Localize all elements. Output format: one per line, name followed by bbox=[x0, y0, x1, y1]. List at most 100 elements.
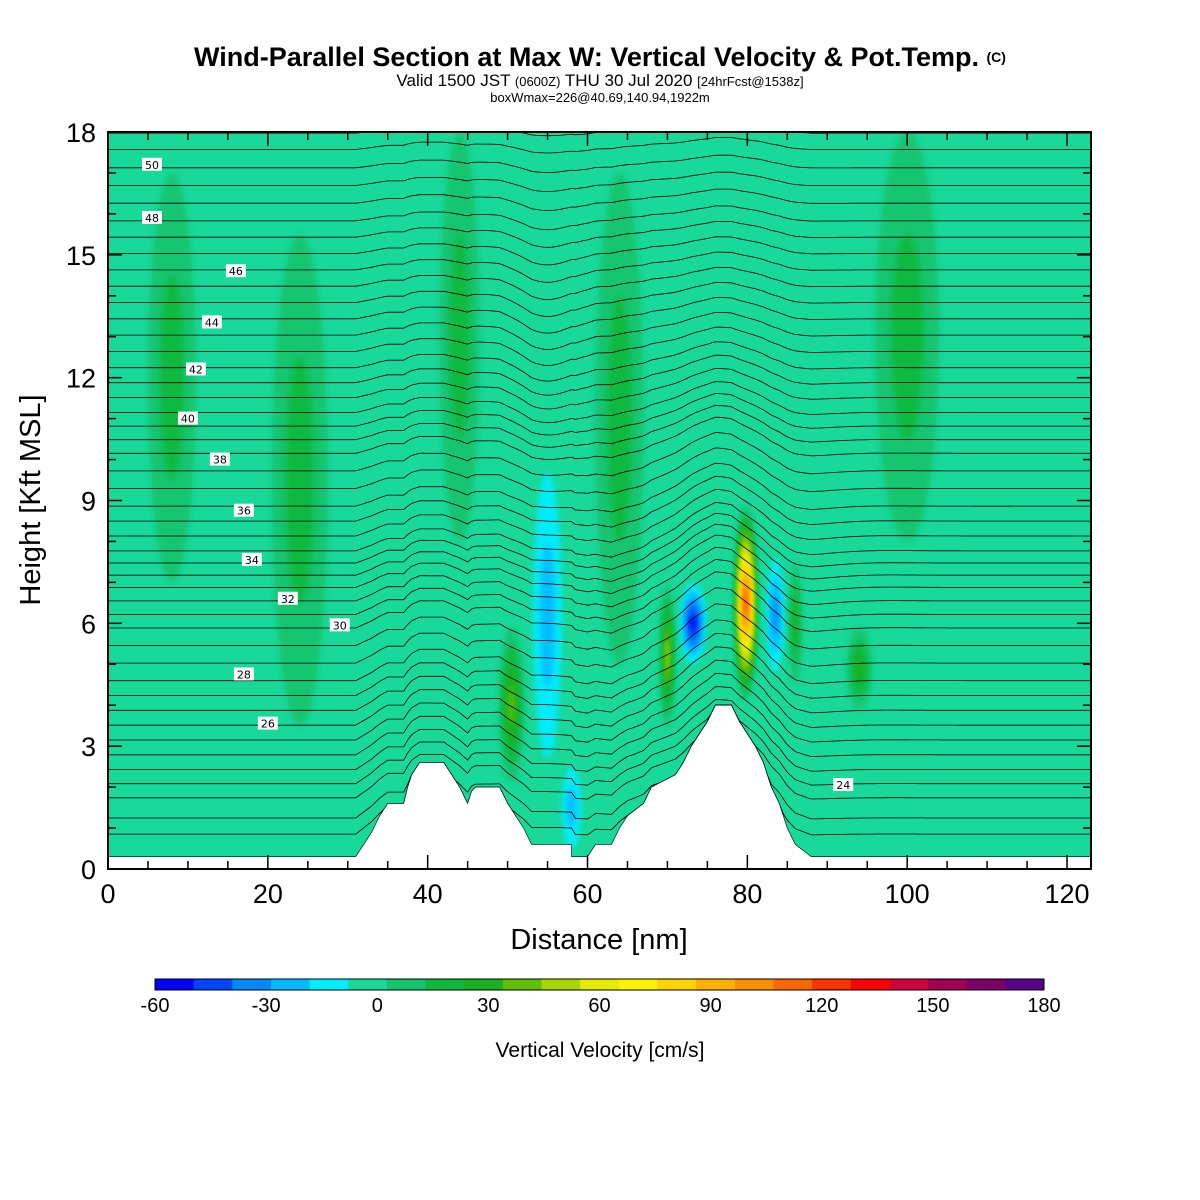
theta-contour-20 bbox=[108, 488, 1091, 543]
w-cell-9 bbox=[159, 275, 184, 481]
y-tick-label: 3 bbox=[81, 732, 96, 762]
terrain-mask bbox=[108, 704, 1091, 869]
colorbar-swatch bbox=[657, 979, 697, 990]
contour-label-bg bbox=[225, 264, 246, 278]
contour-label-44: 44 bbox=[201, 315, 222, 329]
w-cell-6 bbox=[854, 654, 864, 683]
colorbar-swatch bbox=[734, 979, 774, 990]
valid-prefix: Valid 1500 JST bbox=[396, 71, 511, 90]
contour-label-42: 42 bbox=[185, 362, 206, 376]
w-cell-0 bbox=[508, 685, 515, 725]
x-tick-label: 100 bbox=[885, 879, 930, 909]
theta-contour-13 bbox=[108, 571, 1091, 634]
contour-label-text: 36 bbox=[237, 505, 251, 518]
contour-label-text: 50 bbox=[145, 159, 159, 172]
valid-date: THU 30 Jul 2020 bbox=[564, 71, 693, 90]
colorbar-swatch bbox=[928, 979, 968, 990]
contour-label-26: 26 bbox=[257, 716, 278, 731]
theta-contour-25 bbox=[108, 416, 1091, 460]
colorbar-swatch bbox=[155, 979, 195, 990]
w-cell-8 bbox=[566, 787, 577, 829]
theta-contour-14 bbox=[108, 559, 1091, 621]
contour-label-34: 34 bbox=[241, 552, 262, 567]
x-axis-label: Distance [nm] bbox=[510, 924, 687, 956]
colorbar: -60 -30 0 30 60 90 120 150 180 bbox=[141, 978, 1061, 1017]
theta-contour-5 bbox=[108, 686, 1091, 758]
contour-label-bg bbox=[141, 210, 162, 224]
colorbar-swatch bbox=[850, 979, 890, 990]
y-tick-label: 0 bbox=[81, 855, 96, 885]
contour-label-text: 30 bbox=[333, 619, 347, 632]
theta-contour-33 bbox=[108, 312, 1091, 350]
colorbar-swatch bbox=[773, 979, 813, 990]
contour-label-36: 36 bbox=[233, 503, 254, 518]
colorbar-swatch bbox=[580, 979, 620, 990]
w-cell-7 bbox=[540, 543, 555, 687]
colorbar-swatch bbox=[193, 979, 233, 990]
theta-contour-31 bbox=[108, 341, 1091, 382]
contour-label-text: 32 bbox=[281, 593, 295, 606]
contour-label-32: 32 bbox=[277, 591, 298, 606]
copyright-mark: (C) bbox=[986, 49, 1006, 65]
contour-label-text: 34 bbox=[245, 554, 259, 567]
valid-time: Valid 1500 JST (0600Z) THU 30 Jul 2020 [… bbox=[0, 72, 1200, 91]
colorbar-tick-label: 60 bbox=[588, 995, 610, 1017]
theta-contour-42 bbox=[108, 171, 1091, 192]
contour-label-40: 40 bbox=[177, 411, 198, 426]
theta-contour-8 bbox=[108, 646, 1091, 714]
theta-contour-9 bbox=[108, 632, 1091, 699]
theta-contour-16 bbox=[108, 534, 1091, 595]
x-tick-label: 80 bbox=[732, 879, 762, 909]
colorbar-tick-label: 180 bbox=[1027, 995, 1060, 1017]
contour-label-24: 24 bbox=[833, 778, 854, 792]
theta-contour-37 bbox=[108, 251, 1091, 283]
colorbar-tick-label: 120 bbox=[805, 995, 838, 1017]
colorbar-swatch bbox=[1005, 979, 1045, 990]
contour-label-text: 42 bbox=[189, 363, 203, 376]
theta-contour-6 bbox=[108, 673, 1091, 743]
colorbar-swatch bbox=[696, 979, 736, 990]
contour-label-50: 50 bbox=[141, 157, 162, 172]
contour-label-text: 28 bbox=[237, 669, 251, 682]
w-cell-10 bbox=[285, 357, 314, 603]
theta-contour-26 bbox=[108, 404, 1091, 448]
theta-contour-1 bbox=[108, 704, 1091, 820]
colorbar-tick-label: -60 bbox=[141, 995, 170, 1017]
theta-contour-4 bbox=[108, 699, 1091, 772]
colorbar-tick-label: -30 bbox=[252, 995, 281, 1017]
contour-label-text: 44 bbox=[205, 316, 219, 329]
theta-contour-15 bbox=[108, 546, 1091, 608]
contour-label-bg bbox=[209, 452, 230, 466]
w-cell-5 bbox=[793, 602, 798, 644]
theta-contour-3 bbox=[108, 704, 1091, 786]
box-wmax: boxWmax=226@40.69,140.94,1922m bbox=[490, 90, 710, 105]
x-tick-label: 40 bbox=[413, 879, 443, 909]
x-tick-label: 20 bbox=[253, 879, 283, 909]
contour-label-30: 30 bbox=[329, 618, 350, 632]
colorbar-swatch bbox=[270, 979, 311, 990]
colorbar-swatch bbox=[541, 979, 581, 990]
colorbar-tick-label: 0 bbox=[372, 995, 383, 1017]
contour-label-text: 38 bbox=[213, 454, 227, 467]
title-block: Wind-Parallel Section at Max W: Vertical… bbox=[0, 42, 1200, 105]
colorbar-frame bbox=[154, 978, 1045, 991]
colorbar-swatch bbox=[618, 979, 658, 990]
theta-contour-36 bbox=[108, 266, 1091, 300]
theta-contour-10 bbox=[108, 619, 1091, 685]
contour-label-48: 48 bbox=[141, 210, 162, 225]
theta-contour-18 bbox=[108, 512, 1091, 570]
w-cell-3 bbox=[744, 594, 747, 612]
colorbar-swatch bbox=[425, 979, 465, 990]
contour-label-bg bbox=[277, 591, 298, 605]
w-cell-4 bbox=[772, 596, 779, 635]
theta-contour-22 bbox=[108, 462, 1091, 513]
chart-title: Wind-Parallel Section at Max W: Vertical… bbox=[0, 42, 1200, 72]
theta-contour-24 bbox=[108, 432, 1091, 477]
theta-contour-0 bbox=[108, 704, 1091, 836]
contour-label-bg bbox=[233, 667, 254, 681]
w-cell-12 bbox=[607, 295, 632, 542]
y-axis-label: Height [Kft MSL] bbox=[15, 394, 47, 605]
colorbar-tick-label: 150 bbox=[916, 995, 949, 1017]
colorbar-swatch bbox=[386, 979, 427, 990]
